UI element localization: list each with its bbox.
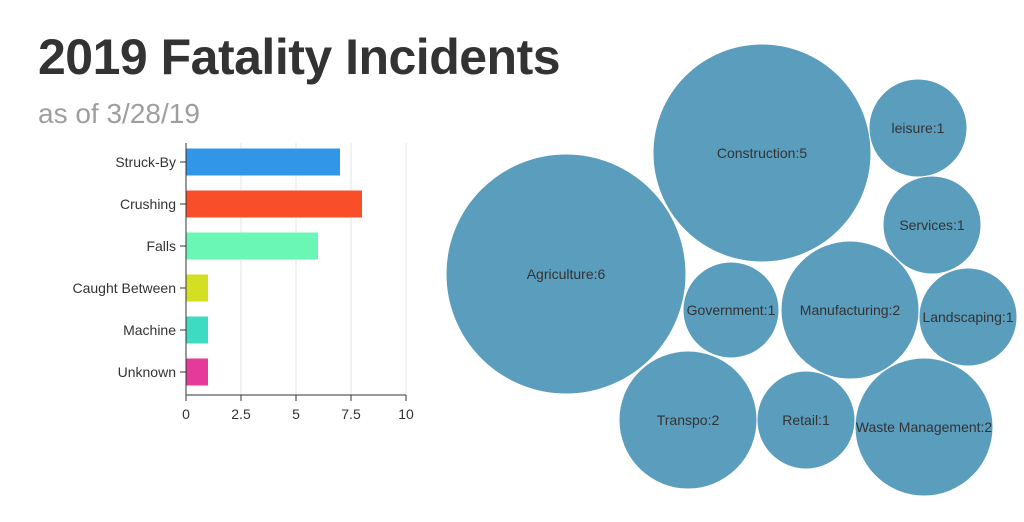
bubble-circle	[868, 78, 968, 178]
chart-title: 2019 Fatality Incidents	[38, 29, 561, 85]
bubble: Manufacturing:2	[780, 240, 920, 380]
y-tick-label: Struck-By	[115, 154, 176, 170]
y-tick-label: Crushing	[120, 196, 176, 212]
x-tick-label: 0	[182, 406, 190, 422]
bubble-label: Services:1	[899, 217, 965, 233]
bubble-label: Government:1	[687, 302, 776, 318]
bubble-circle	[854, 357, 994, 497]
bubble-label: Transpo:2	[657, 412, 720, 428]
y-tick-label: Unknown	[118, 364, 176, 380]
y-tick-label: Falls	[146, 238, 176, 254]
bubble: Services:1	[882, 175, 982, 275]
y-tick-label: Caught Between	[72, 280, 176, 296]
bubble: Agriculture:6	[445, 153, 687, 395]
bubble-label: leisure:1	[892, 120, 945, 136]
bubble: Transpo:2	[618, 350, 758, 490]
x-tick-label: 2.5	[231, 406, 251, 422]
bubble: Landscaping:1	[918, 267, 1018, 367]
bubble-circle	[652, 43, 872, 263]
x-tick-label: 5	[292, 406, 300, 422]
bubble: Government:1	[682, 261, 780, 359]
x-tick-label: 10	[398, 406, 414, 422]
bubble: Waste Management:2	[854, 357, 994, 497]
bubble: Retail:1	[756, 370, 856, 470]
bubble-circle	[445, 153, 687, 395]
bubble: Construction:5	[652, 43, 872, 263]
bubble-circle	[882, 175, 982, 275]
bar	[186, 190, 362, 218]
bubble-label: Waste Management:2	[856, 419, 993, 435]
bar	[186, 274, 208, 302]
x-tick-label: 7.5	[341, 406, 361, 422]
chart-subtitle: as of 3/28/19	[38, 98, 200, 129]
bubble-circle	[682, 261, 780, 359]
bubble-label: Landscaping:1	[922, 309, 1013, 325]
bar	[186, 316, 208, 344]
bubble-label: Agriculture:6	[527, 266, 606, 282]
y-tick-label: Machine	[123, 322, 176, 338]
bubble-label: Construction:5	[717, 145, 807, 161]
bubble-circle	[918, 267, 1018, 367]
bubble-label: Manufacturing:2	[800, 302, 901, 318]
bar	[186, 358, 208, 386]
bubble: leisure:1	[868, 78, 968, 178]
bubble-label: Retail:1	[782, 412, 830, 428]
bar	[186, 148, 340, 176]
bar	[186, 232, 318, 260]
